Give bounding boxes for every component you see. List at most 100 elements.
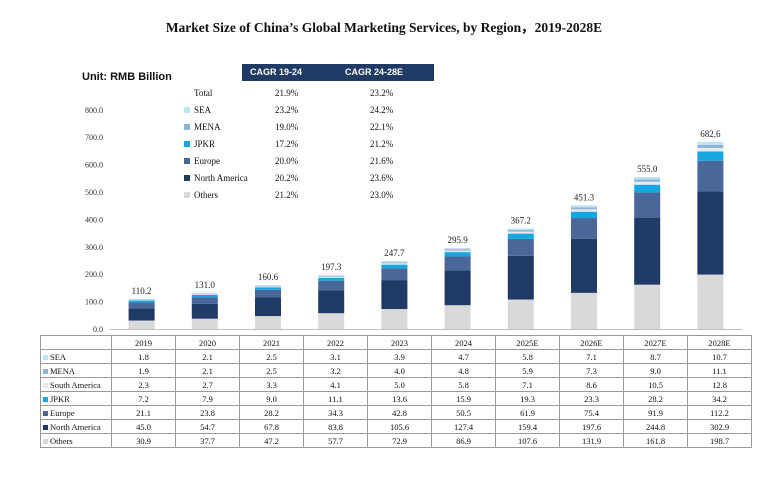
table-cell: 57.7 xyxy=(303,433,368,448)
table-cell: 107.6 xyxy=(495,433,560,448)
total-label: 555.0 xyxy=(637,164,658,174)
cagr-19-24-value: 17.2% xyxy=(275,139,299,149)
table-cell: 61.9 xyxy=(495,405,560,420)
total-label: 682.6 xyxy=(700,129,721,139)
bar-segment-others xyxy=(381,309,408,329)
table-row-label-text: North America xyxy=(50,421,101,432)
table-cell: 42.8 xyxy=(367,405,432,420)
bar-segment-mena xyxy=(634,179,661,182)
cagr-24-28e-header: CAGR 24-28E xyxy=(337,64,434,81)
table-cell: 11.1 xyxy=(687,363,752,378)
y-tick-label: 500.0 xyxy=(85,188,103,197)
table-cell: 28.2 xyxy=(239,405,304,420)
table-row: North America 45.0 54.7 67.8 83.8 105.6 127.4 1… xyxy=(40,419,752,434)
table-row: MENA 1.9 2.1 2.5 3.2 4.0 4.8 5.9 7.3 9.0 11.1 xyxy=(40,363,752,378)
table-cell: 10.5 xyxy=(623,377,688,392)
table-cell: 3.1 xyxy=(303,349,368,364)
bar-segment-others xyxy=(318,313,345,329)
bar-segment-others xyxy=(128,320,155,329)
table-row-label-text: MENA xyxy=(50,365,76,376)
bar-segment-sea xyxy=(507,228,534,231)
table-year-header: 2023 xyxy=(367,335,432,350)
table-row: South America 2.3 2.7 3.3 4.1 5.0 5.8 7.1 8.6 10.… xyxy=(40,377,752,392)
table-cell: 8.6 xyxy=(559,377,624,392)
table-cell: 5.9 xyxy=(495,363,560,378)
bar-segment-sea xyxy=(318,274,345,276)
bar-segment-others xyxy=(697,274,724,329)
table-cell: 197.6 xyxy=(559,419,624,434)
bar-segment-south-america xyxy=(128,299,155,301)
table-cell: 2.1 xyxy=(175,349,240,364)
table-cell: 7.1 xyxy=(559,349,624,364)
table-year-header: 2022 xyxy=(303,335,368,350)
table-cell: 72.9 xyxy=(367,433,432,448)
bar-segment-south-america xyxy=(571,209,597,212)
table-row-label: South America xyxy=(40,377,112,392)
table-cell: 3.3 xyxy=(239,377,304,392)
table-row: SEA 1.8 2.1 2.5 3.1 3.9 4.7 5.8 7.1 8.7 10.7 xyxy=(40,349,752,364)
table-year-header: 2027E xyxy=(623,335,688,350)
bar-segment-jpkr xyxy=(381,264,408,269)
table-row-swatch xyxy=(43,397,48,403)
table-row-label-text: SEA xyxy=(50,351,67,362)
bar-segment-europe xyxy=(128,302,155,309)
table-cell: 47.2 xyxy=(239,433,304,448)
bar-segment-others xyxy=(255,316,281,329)
table-cell: 2.3 xyxy=(111,377,176,392)
cagr-24-28e-value: 21.6% xyxy=(370,156,394,166)
table-cell: 21.1 xyxy=(111,405,176,420)
bar-segment-europe xyxy=(318,280,345,291)
y-tick-label: 0.0 xyxy=(93,325,103,334)
cagr-24-28e-value: 23.0% xyxy=(370,190,394,200)
cagr-24-28e-value: 23.2% xyxy=(370,88,394,98)
table-cell: 7.2 xyxy=(111,391,176,406)
bar-segment-north-america xyxy=(381,280,408,310)
cagr-24-28e-value: 24.2% xyxy=(370,105,394,115)
cagr-19-24-value: 20.2% xyxy=(275,173,299,183)
table-row-label-text: JPKR xyxy=(50,393,70,404)
table-cell: 15.9 xyxy=(431,391,496,406)
table-cell: 2.5 xyxy=(239,349,304,364)
bar-segment-sea xyxy=(634,176,661,180)
table-cell: 198.7 xyxy=(687,433,752,448)
total-label: 367.2 xyxy=(511,215,531,225)
table-cell: 34.2 xyxy=(687,391,752,406)
table-cell: 3.2 xyxy=(303,363,368,378)
table-cell: 9.0 xyxy=(623,363,688,378)
y-tick-label: 200.0 xyxy=(85,270,103,279)
table-row: Europe 21.1 23.8 28.2 34.3 42.8 50.5 61.9 75.4 91… xyxy=(40,405,752,420)
bar-segment-north-america xyxy=(507,255,534,300)
legend-label: JPKR xyxy=(194,139,216,149)
table-cell: 7.3 xyxy=(559,363,624,378)
bar-segment-jpkr xyxy=(571,211,597,219)
table-cell: 30.9 xyxy=(111,433,176,448)
table-header-row: 2019 2020 2021 2022 2023 2024 2025E 2026E 2027E 2… xyxy=(40,335,752,350)
bar-segment-south-america xyxy=(444,250,471,253)
total-label: 197.3 xyxy=(321,262,342,272)
bar-segment-europe xyxy=(571,218,597,239)
table-cell: 2.1 xyxy=(175,363,240,378)
table-cell: 75.4 xyxy=(559,405,624,420)
bar-segment-sea xyxy=(381,261,408,263)
bar-segment-jpkr xyxy=(697,151,724,161)
bar-segment-others xyxy=(634,284,661,329)
bar-segment-sea xyxy=(697,141,724,145)
table-year-header: 2024 xyxy=(431,335,496,350)
bar-segment-sea xyxy=(128,298,155,300)
table-row-label: Europe xyxy=(40,405,112,420)
bar-segment-north-america xyxy=(571,238,597,293)
table-cell: 4.7 xyxy=(431,349,496,364)
bar-segment-south-america xyxy=(255,286,281,288)
legend-swatch xyxy=(184,107,190,113)
bar-segment-mena xyxy=(444,249,471,251)
bar-segment-north-america xyxy=(697,191,724,275)
table-year-header: 2020 xyxy=(175,335,240,350)
table-cell: 2.5 xyxy=(239,363,304,378)
legend-label: SEA xyxy=(194,105,212,115)
bar-segment-north-america xyxy=(255,297,281,317)
bar-segment-north-america xyxy=(128,308,155,321)
bar-segment-jpkr xyxy=(128,300,155,303)
table-corner-cell xyxy=(40,335,112,350)
bar-segment-north-america xyxy=(318,290,345,314)
bar-segment-europe xyxy=(444,256,471,271)
